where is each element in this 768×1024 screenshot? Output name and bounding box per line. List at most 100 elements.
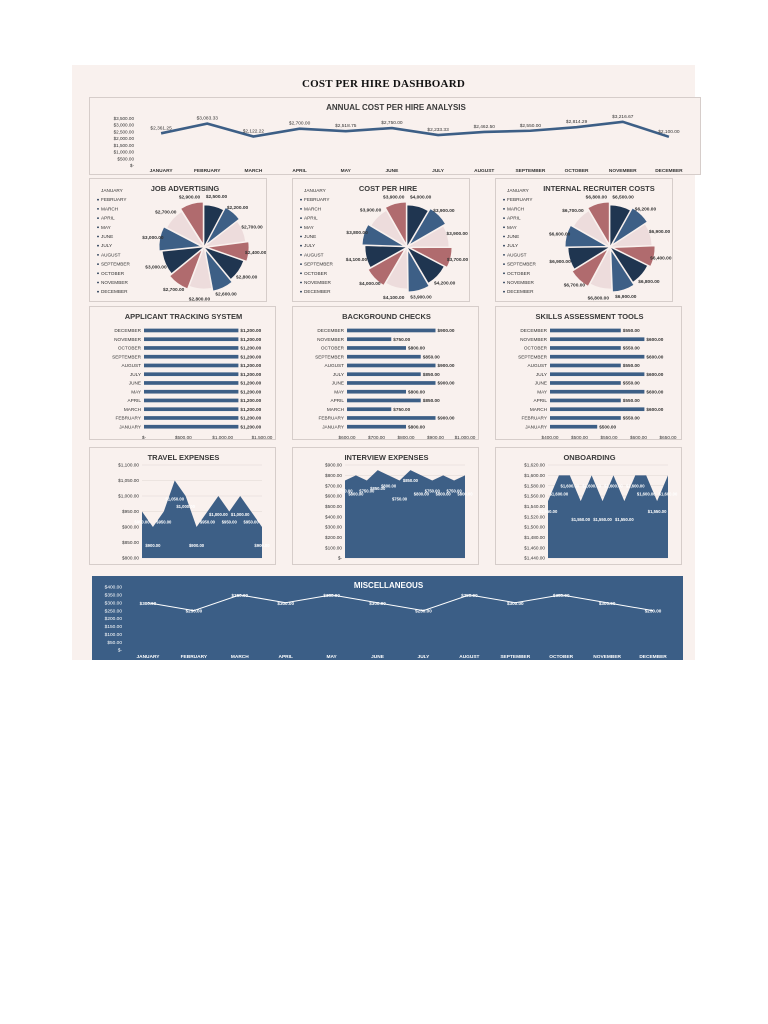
interview-data-label: $850.00 xyxy=(403,478,419,483)
background_checks-bar xyxy=(347,381,436,385)
cost_per_hire-legend-item: APRIL xyxy=(304,216,318,221)
onboarding-data-label: $1,600.00 xyxy=(604,483,623,488)
misc-xtick: AUGUST xyxy=(459,654,479,660)
background_checks-bar xyxy=(347,398,421,403)
ats-category-label: MARCH xyxy=(124,407,141,412)
onboarding-title: ONBOARDING xyxy=(563,453,615,462)
travel-data-label: $950.00 xyxy=(156,520,172,525)
cost_per_hire-slice xyxy=(405,225,450,248)
background_checks-category-label: JUNE xyxy=(332,381,344,386)
skills_tools-category-label: MARCH xyxy=(530,407,547,412)
ats-category-label: AUGUST xyxy=(121,363,141,368)
job_advertising-slice xyxy=(204,248,233,292)
background_checks-data-label: $800.00 xyxy=(408,389,425,394)
job_advertising-legend-marker xyxy=(97,290,99,293)
job_advertising-data-label: $2,500.00 xyxy=(206,194,228,200)
onboarding-ytick: $1,440.00 xyxy=(524,556,545,561)
background_checks-category-label: JANUARY xyxy=(322,424,345,429)
ats-xtick: $1,000.00 xyxy=(212,435,233,440)
internal_recruiter-legend-marker xyxy=(503,217,505,219)
ats-bar xyxy=(144,372,239,377)
annual-xtick: DECEMBER xyxy=(655,168,683,174)
cost_per_hire-legend-marker xyxy=(300,244,302,247)
onboarding-ytick: $1,560.00 xyxy=(524,494,545,499)
cost_per_hire-legend-marker xyxy=(300,198,302,201)
cost_per_hire-slice xyxy=(384,201,407,246)
ats-bar xyxy=(144,381,239,385)
cost_per_hire-legend-item: MARCH xyxy=(304,206,321,211)
annual-chart-title: ANNUAL COST PER HIRE ANALYSIS xyxy=(326,103,466,112)
skills_tools-data-label: $500.00 xyxy=(599,424,616,429)
ats-chart-svg: APPLICANT TRACKING SYSTEM DECEMBER $1,200.… xyxy=(112,312,273,440)
ats-bar xyxy=(144,398,239,403)
job_advertising-slice xyxy=(188,245,213,290)
onboarding-data-label: $1,600.00 xyxy=(626,483,645,488)
annual-xtick: SEPTEMBER xyxy=(515,168,545,174)
interview-chart: INTERVIEW EXPENSES $900.00 $800.00 $700.00 $… xyxy=(292,447,479,565)
cost_per_hire-data-label: $3,900.00 xyxy=(410,295,432,301)
job_advertising-legend-item: JULY xyxy=(101,243,113,248)
job_advertising-slice xyxy=(202,220,247,248)
internal_recruiter-slice xyxy=(571,248,610,287)
annual-chart: ANNUAL COST PER HIRE ANALYSIS $3,500.00 $3… xyxy=(89,97,701,175)
job_advertising-legend-marker xyxy=(97,217,99,219)
job_advertising-legend-item: JANUARY xyxy=(101,188,124,193)
internal_recruiter-legend-item: OCTOBER xyxy=(507,271,531,276)
misc-data-label: $250.00 xyxy=(186,609,203,614)
ats-category-label: SEPTEMBER xyxy=(112,354,142,359)
internal_recruiter-legend-item: FEBRUARY xyxy=(507,197,533,202)
misc-ytick: $300.00 xyxy=(105,600,123,606)
cost_per_hire-legend-marker xyxy=(300,290,302,293)
internal_recruiter-slice xyxy=(587,201,610,246)
interview-data-label: $800.00 xyxy=(457,491,473,496)
travel-ytick: $900.00 xyxy=(122,525,139,530)
onboarding-data-label: $1,550.00 xyxy=(571,517,590,522)
cost_per_hire-legend-item: MAY xyxy=(304,225,315,230)
job_advertising-legend-item: JUNE xyxy=(101,234,113,239)
dashboard-sheet: COST PER HIRE DASHBOARD ANNUAL COST PER … xyxy=(72,65,701,660)
onboarding-chart-svg: ONBOARDING $1,620.00 $1,600.00 $1,580.00 $1,… xyxy=(524,453,678,561)
ats-xtick: $1,500.00 xyxy=(252,435,273,440)
background_checks-bar xyxy=(347,372,421,377)
onboarding-data-label: $1,600.00 xyxy=(582,483,601,488)
background_checks-bar xyxy=(347,346,406,350)
annual-ytick: $1,500.00 xyxy=(114,143,135,148)
cost_per_hire-legend-item: DECEMBER xyxy=(304,289,331,294)
annual-xtick: MAY xyxy=(341,168,352,174)
ats-category-label: APRIL xyxy=(127,398,141,403)
interview-ytick: $800.00 xyxy=(325,473,342,478)
ats-bar xyxy=(144,416,239,420)
background_checks-chart-svg: BACKGROUND CHECKS DECEMBER $900.00 NOVEMBER… xyxy=(315,312,476,439)
ats-bar xyxy=(144,424,239,429)
ats-data-label: $1,200.00 xyxy=(240,389,261,394)
misc-xtick: SEPTEMBER xyxy=(500,654,530,660)
job_advertising-data-label: $2,900.00 xyxy=(179,195,201,201)
skills_tools-category-label: MAY xyxy=(537,389,548,394)
job_advertising-data-label: $2,600.00 xyxy=(215,292,237,298)
ats-chart: APPLICANT TRACKING SYSTEM DECEMBER $1,200.… xyxy=(89,306,276,440)
misc-data-label: $300.00 xyxy=(507,601,524,606)
cost_per_hire-legend-marker xyxy=(300,281,302,284)
misc-xtick: FEBRUARY xyxy=(181,654,208,660)
interview-ytick: $600.00 xyxy=(325,494,342,499)
skills_tools-data-label: $550.00 xyxy=(623,398,640,403)
misc-xtick: NOVEMBER xyxy=(593,654,621,660)
ats-category-label: FEBRUARY xyxy=(116,416,142,421)
interview-title: INTERVIEW EXPENSES xyxy=(344,453,428,462)
job_advertising-slice xyxy=(169,248,204,290)
internal_recruiter-legend-item: JULY xyxy=(507,243,519,248)
job_advertising-legend-marker xyxy=(97,226,99,229)
internal_recruiter-legend-item: AUGUST xyxy=(507,252,527,257)
skills_tools-category-label: JUNE xyxy=(535,381,547,386)
ats-bar xyxy=(144,346,239,350)
travel-chart-svg: TRAVEL EXPENSES $1,100.00 $1,050.00 $1,000.… xyxy=(118,453,270,561)
annual-xtick: JANUARY xyxy=(150,168,174,174)
misc-ytick: $150.00 xyxy=(105,624,123,630)
job_advertising-chart: JOB ADVERTISING JANUARY FEBRUARY MARCH APRIL… xyxy=(89,178,267,302)
cost_per_hire-slice xyxy=(361,224,405,247)
job_advertising-slice xyxy=(161,246,206,275)
skills_tools-data-label: $600.00 xyxy=(646,372,663,377)
misc-chart-svg: MISCELLANEOUS$400.00$350.00$300.00$250.0… xyxy=(105,581,668,660)
annual-xtick: AUGUST xyxy=(474,168,494,174)
job_advertising-data-label: $2,800.00 xyxy=(189,296,211,302)
